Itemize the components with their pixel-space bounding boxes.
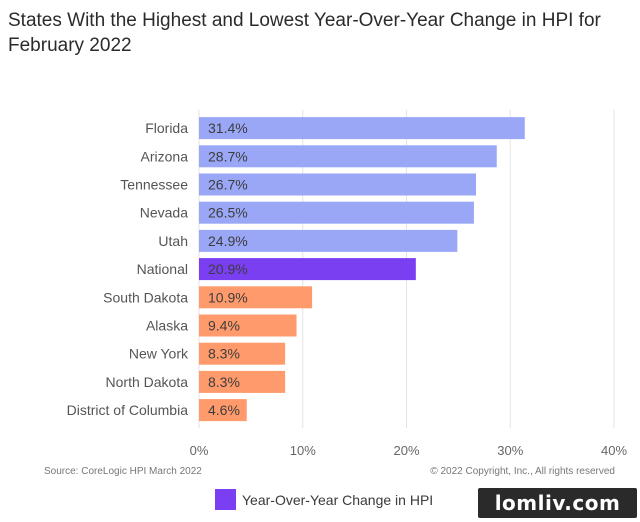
- bar: [199, 342, 286, 365]
- category-label: National: [137, 261, 188, 277]
- value-label: 20.9%: [208, 261, 248, 277]
- value-label: 8.3%: [208, 374, 240, 390]
- value-label: 24.9%: [208, 233, 248, 249]
- bar: [199, 173, 477, 196]
- x-tick-label: 40%: [601, 443, 627, 458]
- value-label: 28.7%: [208, 148, 248, 164]
- bar: [199, 314, 297, 337]
- category-label: South Dakota: [103, 289, 188, 305]
- legend-label: Year-Over-Year Change in HPI: [242, 491, 434, 508]
- category-label: Arizona: [141, 148, 189, 164]
- value-label: 8.3%: [208, 346, 240, 362]
- category-label: Alaska: [146, 318, 188, 334]
- value-label: 4.6%: [208, 402, 240, 418]
- category-label: Florida: [145, 120, 188, 136]
- legend-swatch: [215, 489, 236, 510]
- bar: [199, 145, 497, 168]
- category-label: Nevada: [140, 205, 188, 221]
- x-tick-label: 30%: [497, 443, 523, 458]
- value-label: 9.4%: [208, 318, 240, 334]
- chart-title: States With the Highest and Lowest Year-…: [8, 10, 601, 56]
- bar: [199, 399, 247, 422]
- category-label: Utah: [158, 233, 188, 249]
- x-tick-label: 10%: [290, 443, 316, 458]
- source-note: Source: CoreLogic HPI March 2022: [44, 466, 202, 477]
- value-label: 26.7%: [208, 177, 248, 193]
- bar: [199, 229, 458, 252]
- bar: [199, 286, 313, 309]
- bar: [199, 201, 474, 224]
- x-tick-label: 20%: [393, 443, 419, 458]
- bar: [199, 117, 525, 140]
- copyright-note: © 2022 Copyright, Inc., All rights reser…: [430, 466, 615, 477]
- legend: Year-Over-Year Change in HPI: [215, 489, 433, 510]
- bar: [199, 370, 286, 393]
- category-label: North Dakota: [106, 374, 189, 390]
- category-label: Tennessee: [120, 177, 188, 193]
- category-label: New York: [129, 346, 189, 362]
- value-label: 31.4%: [208, 120, 248, 136]
- value-label: 10.9%: [208, 289, 248, 305]
- bar: [199, 258, 416, 281]
- x-tick-label: 0%: [190, 443, 209, 458]
- value-label: 26.5%: [208, 205, 248, 221]
- watermark: lomliv.com: [478, 488, 637, 518]
- category-label: District of Columbia: [67, 402, 189, 418]
